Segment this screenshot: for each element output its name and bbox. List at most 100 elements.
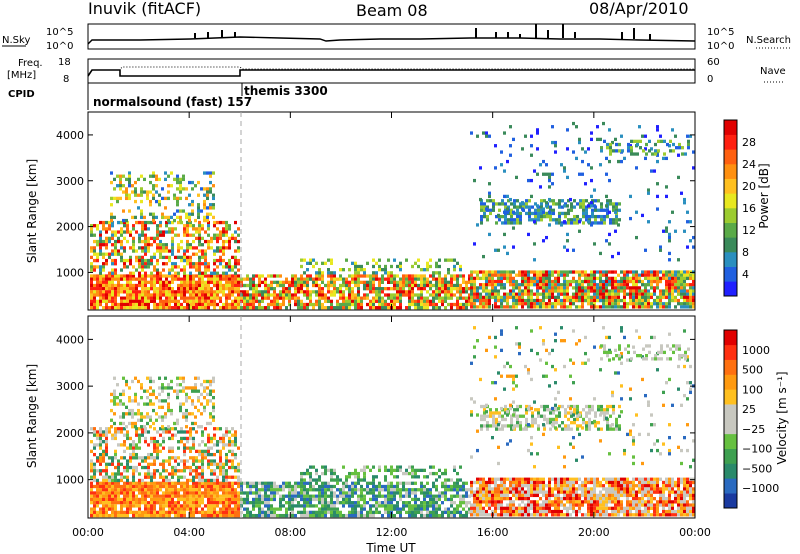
echo-cell — [692, 292, 695, 296]
echo-cell — [381, 513, 384, 518]
echo-cell — [90, 268, 93, 272]
echo-cell — [674, 286, 677, 290]
echo-cell — [237, 481, 240, 485]
echo-cell — [129, 280, 132, 284]
echo-cell — [264, 501, 267, 505]
echo-cell — [237, 501, 240, 505]
echo-cell — [375, 494, 378, 498]
echo-cell — [644, 298, 647, 303]
echo-cell — [231, 283, 234, 288]
echo-cell — [632, 295, 635, 300]
echo-cell — [96, 491, 99, 495]
echo-cell — [527, 273, 530, 277]
echo-cell — [183, 513, 186, 518]
echo-cell — [605, 295, 608, 300]
echo-cell — [126, 280, 129, 284]
echo-cell — [90, 449, 93, 454]
echo-cell — [527, 276, 530, 281]
echo-cell — [212, 184, 215, 188]
echo-cell — [462, 274, 465, 278]
echo-cell — [144, 484, 147, 489]
echo-cell — [378, 268, 381, 272]
echo-cell — [647, 220, 650, 224]
echo-cell — [189, 224, 192, 228]
echo-cell — [198, 262, 201, 266]
echo-cell — [132, 449, 135, 454]
echo-cell — [363, 293, 366, 297]
colorbar-tick-label: 28 — [742, 136, 756, 149]
echo-cell — [282, 283, 285, 288]
echo-cell — [207, 274, 210, 278]
echo-cell — [186, 478, 189, 483]
echo-cell — [189, 277, 192, 281]
echo-cell — [162, 469, 165, 473]
echo-cell — [152, 184, 155, 188]
echo-cell — [479, 305, 482, 309]
ytick-label: 3000 — [56, 175, 84, 188]
echo-cell — [105, 501, 108, 505]
echo-cell — [114, 430, 117, 434]
echo-cell — [158, 177, 161, 182]
echo-cell — [408, 290, 411, 294]
echo-cell — [108, 239, 111, 244]
echo-cell — [125, 190, 128, 194]
echo-cell — [150, 436, 153, 441]
echo-cell — [186, 290, 189, 294]
echo-cell — [536, 292, 539, 296]
echo-cell — [429, 504, 432, 508]
echo-cell — [198, 239, 201, 244]
echo-cell — [191, 389, 194, 393]
echo-cell — [429, 287, 432, 291]
echo-cell — [366, 484, 369, 489]
echo-cell — [159, 220, 162, 225]
echo-cell — [527, 295, 530, 300]
echo-cell — [237, 277, 240, 281]
echo-cell — [111, 507, 114, 511]
echo-cell — [330, 290, 333, 294]
echo-cell — [138, 436, 141, 441]
echo-cell — [102, 227, 105, 231]
echo-cell — [189, 280, 192, 284]
echo-cell — [143, 389, 146, 393]
echo-cell — [135, 465, 138, 470]
echo-cell — [441, 302, 444, 307]
echo-cell — [417, 507, 420, 511]
echo-cell — [159, 504, 162, 508]
echo-cell — [96, 306, 99, 310]
echo-cell — [252, 290, 255, 294]
echo-cell — [225, 220, 228, 225]
echo-cell — [411, 299, 414, 304]
echo-cell — [177, 302, 180, 307]
echo-cell — [605, 279, 608, 284]
echo-cell — [195, 230, 198, 234]
echo-cell — [297, 510, 300, 515]
echo-cell — [114, 287, 117, 291]
echo-cell — [542, 305, 545, 309]
echo-cell — [183, 224, 186, 228]
echo-cell — [177, 478, 180, 483]
echo-cell — [405, 277, 408, 281]
echo-cell — [527, 283, 530, 287]
echo-cell — [128, 196, 131, 201]
echo-cell — [141, 478, 144, 483]
echo-cell — [330, 513, 333, 518]
echo-cell — [213, 462, 216, 466]
echo-cell — [156, 491, 159, 495]
echo-cell — [111, 277, 114, 281]
echo-cell — [96, 504, 99, 508]
echo-cell — [162, 287, 165, 291]
echo-cell — [626, 270, 629, 274]
echo-cell — [482, 131, 485, 135]
echo-cell — [390, 504, 393, 508]
echo-cell — [671, 295, 674, 300]
echo-cell — [216, 475, 219, 479]
echo-cell — [366, 481, 369, 485]
echo-cell — [396, 287, 399, 291]
echo-cell — [192, 497, 195, 502]
echo-cell — [429, 510, 432, 515]
echo-cell — [90, 475, 93, 479]
echo-cell — [354, 501, 357, 505]
echo-cell — [387, 481, 390, 485]
echo-cell — [581, 279, 584, 284]
echo-cell — [153, 290, 156, 294]
